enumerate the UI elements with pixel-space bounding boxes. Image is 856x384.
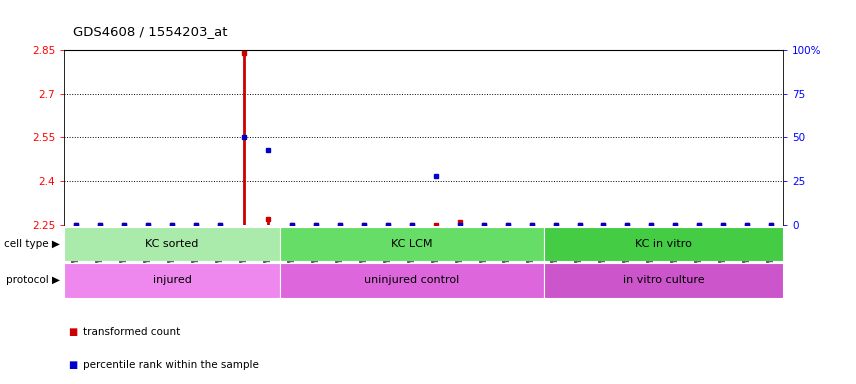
- Text: cell type ▶: cell type ▶: [4, 239, 60, 249]
- Text: KC LCM: KC LCM: [391, 239, 432, 249]
- Bar: [64, 263, 280, 298]
- Text: percentile rank within the sample: percentile rank within the sample: [83, 360, 259, 370]
- Bar: [280, 263, 544, 298]
- Bar: [64, 227, 280, 261]
- Bar: [544, 227, 783, 261]
- Text: injured: injured: [152, 275, 192, 285]
- Bar: [544, 263, 783, 298]
- Text: in vitro culture: in vitro culture: [622, 275, 704, 285]
- Text: ■: ■: [68, 360, 78, 370]
- Bar: [280, 227, 544, 261]
- Text: GDS4608 / 1554203_at: GDS4608 / 1554203_at: [73, 25, 227, 38]
- Text: protocol ▶: protocol ▶: [6, 275, 60, 285]
- Text: uninjured control: uninjured control: [364, 275, 460, 285]
- Text: ■: ■: [68, 327, 78, 337]
- Text: KC in vitro: KC in vitro: [635, 239, 692, 249]
- Text: KC sorted: KC sorted: [146, 239, 199, 249]
- Text: transformed count: transformed count: [83, 327, 181, 337]
